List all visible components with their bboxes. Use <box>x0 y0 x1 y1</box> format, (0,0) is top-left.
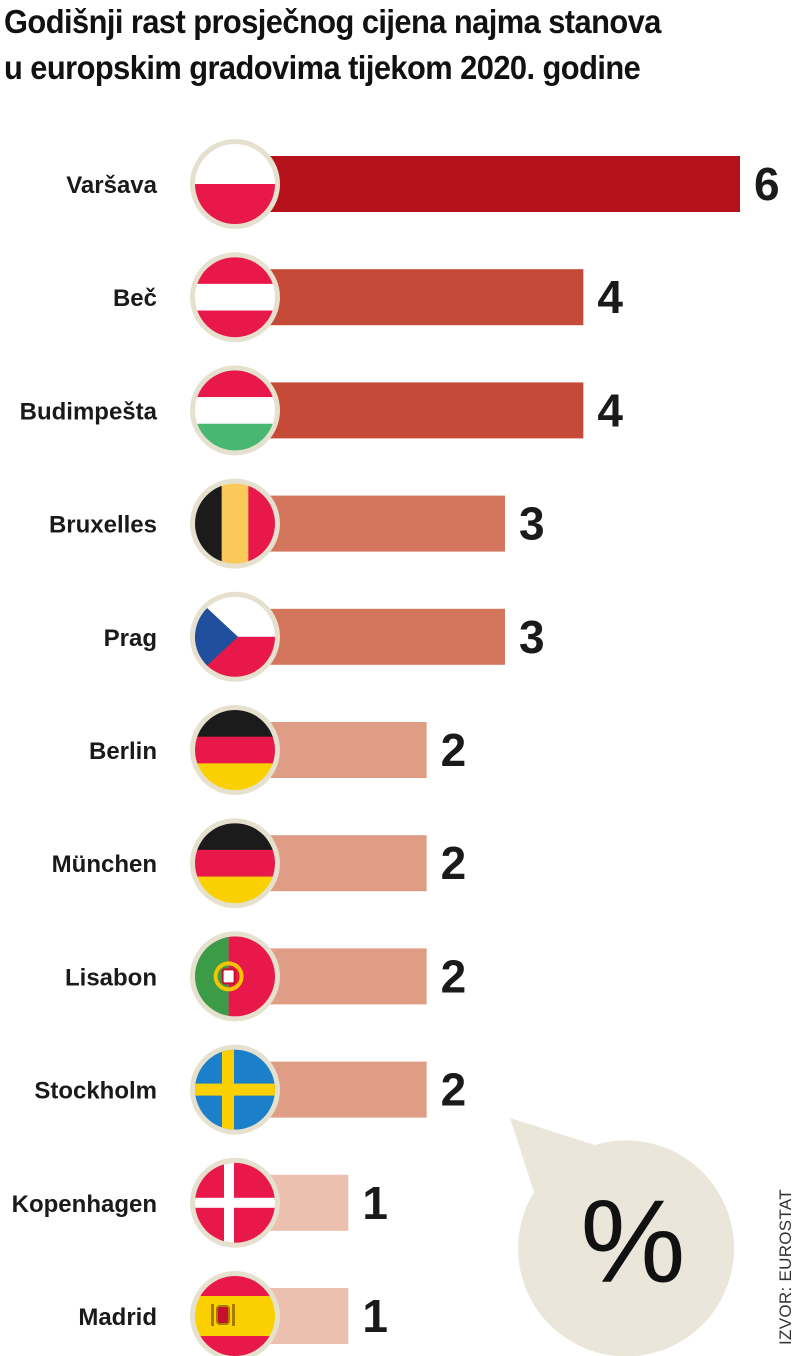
bar-3 <box>235 382 584 439</box>
value-label: 3 <box>519 498 545 550</box>
value-label: 1 <box>362 1290 388 1342</box>
sweden-flag-icon <box>195 1049 275 1130</box>
value-label: 2 <box>441 1064 467 1116</box>
value-label: 2 <box>441 837 467 889</box>
category-label: Beč <box>113 285 157 312</box>
source-note: IZVOR: EUROSTAT <box>776 1189 795 1345</box>
value-label: 2 <box>441 724 467 776</box>
czech-flag-icon <box>195 596 275 677</box>
category-label: Madrid <box>78 1304 157 1331</box>
austria-flag-icon <box>195 257 275 338</box>
value-label: 6 <box>754 158 780 210</box>
spain-flag-icon <box>195 1276 275 1356</box>
category-label: Kopenhagen <box>12 1191 157 1218</box>
category-label: Prag <box>104 625 157 652</box>
value-label: 1 <box>362 1177 388 1229</box>
belgium-flag-icon <box>195 483 275 564</box>
value-label: 3 <box>519 611 545 663</box>
category-label: München <box>52 851 157 878</box>
unit-symbol: % <box>581 1176 686 1308</box>
germany-flag-icon <box>195 710 275 790</box>
flags <box>190 139 280 1356</box>
chart-title: Godišnji rast prosječnog cijena najma st… <box>4 0 736 92</box>
category-label: Stockholm <box>34 1078 157 1105</box>
category-label: Bruxelles <box>49 512 157 539</box>
category-label: Varšava <box>66 172 157 199</box>
value-label: 4 <box>597 384 623 436</box>
germany-flag-icon <box>195 823 275 904</box>
bar-2 <box>235 269 584 326</box>
bubble-shape <box>510 1118 735 1356</box>
value-label: 4 <box>597 271 623 323</box>
denmark-flag-icon <box>195 1162 275 1243</box>
category-label: Budimpešta <box>20 398 158 425</box>
percent-bubble: % <box>510 1118 735 1356</box>
hungary-flag-icon <box>195 370 275 451</box>
poland-flag-icon <box>195 144 275 224</box>
category-label: Berlin <box>89 738 157 765</box>
title-line-2: u europskim gradovima tijekom 2020. godi… <box>4 50 641 87</box>
title-line-1: Godišnji rast prosječnog cijena najma st… <box>4 4 661 41</box>
bar-1 <box>235 156 740 212</box>
labels: Varšava 6 Beč 4 Budimpešta 4 Bruxelles 3 Prag 3 Be… <box>12 158 780 1342</box>
value-label: 2 <box>441 950 467 1002</box>
category-label: Lisabon <box>65 964 157 991</box>
